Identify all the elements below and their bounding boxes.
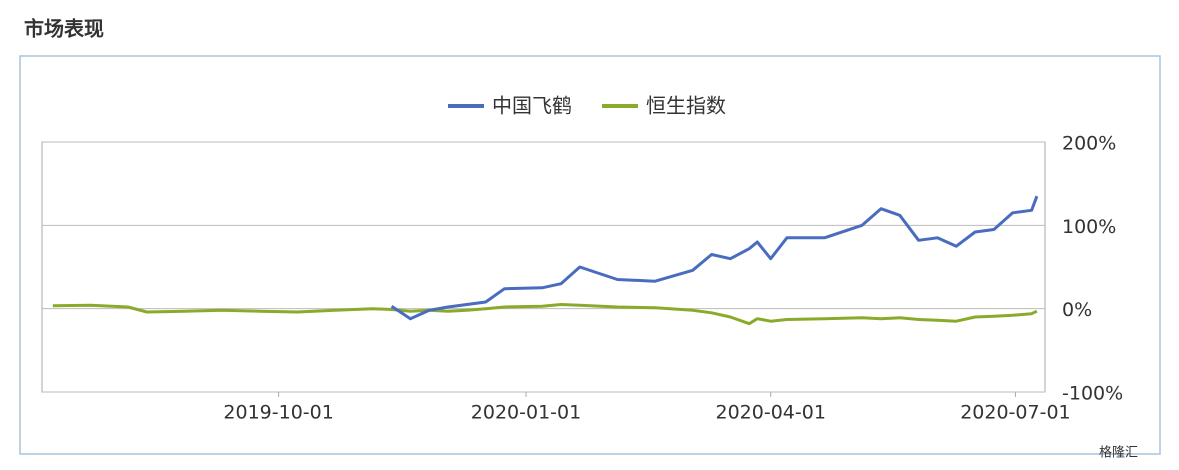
series-line [390,195,1039,321]
watermark: 格隆汇 [1099,445,1138,461]
y-tick-label: 0% [1062,299,1092,321]
frame [19,55,1161,455]
chart-title: 市场表现 [24,17,104,41]
x-tick-label: 2020-01-01 [471,402,581,424]
x-tick-label: 2020-04-01 [716,402,826,424]
y-tick-label: -100% [1062,383,1123,405]
y-tick-label: 200% [1062,133,1116,155]
legend-label: 中国飞鹤 [492,94,572,118]
plot-area [41,141,1046,393]
x-tick-label: 2020-07-01 [960,402,1070,424]
legend-label: 恒生指数 [646,94,726,118]
y-tick-label: 100% [1062,216,1116,238]
series-line [52,303,1038,326]
x-tick-label: 2019-10-01 [223,402,333,424]
